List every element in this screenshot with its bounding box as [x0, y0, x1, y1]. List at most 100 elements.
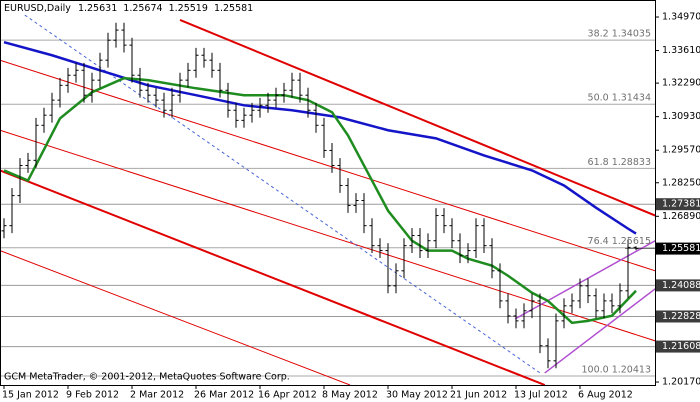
x-tick-label: 16 Apr 2012: [258, 390, 317, 401]
ohlc-bar: [9, 188, 15, 234]
trendline: [514, 240, 655, 320]
current-price-box: [656, 242, 700, 255]
ohlc-bar: [433, 208, 439, 249]
ohlc-bar: [369, 218, 375, 254]
trendline: [179, 19, 655, 217]
ohlc-bar: [497, 263, 503, 309]
ohlc-bar: [257, 97, 263, 118]
level-box: [656, 279, 700, 292]
ohlc-bar: [49, 92, 55, 123]
level-label: 1.22828: [662, 311, 700, 322]
y-tick-label: 1.20170: [662, 377, 700, 388]
ohlc-bar: [25, 152, 31, 173]
ohlc-bar: [121, 22, 127, 53]
y-tick-label: 1.28250: [662, 177, 700, 188]
fibo-label: 38.2 1.34035: [588, 29, 651, 40]
ohlc-bar: [1, 218, 7, 239]
ohlc-bar: [153, 87, 159, 108]
ohlc-bar: [273, 87, 279, 108]
ohlc-bar: [81, 62, 87, 103]
trendline: [0, 169, 546, 385]
ohlc-bar: [65, 67, 71, 93]
close-value: 1.25581: [214, 3, 253, 14]
plot-border: [0, 0, 656, 386]
x-tick-label: 6 Aug 2012: [578, 390, 633, 401]
copyright: GCM MetaTrader, © 2001-2012, MetaQuotes …: [4, 372, 290, 383]
x-tick-label: 26 Mar 2012: [194, 390, 254, 401]
ohlc-bar: [33, 117, 39, 168]
ohlc-bar: [553, 313, 559, 369]
current-price-label: 1.25581: [662, 243, 700, 254]
x-tick-label: 13 Jul 2012: [514, 390, 568, 401]
moving-average: [3, 76, 637, 325]
plot-area: [0, 14, 655, 385]
ohlc-bar: [393, 263, 399, 294]
trendline: [0, 250, 351, 385]
fibo-label: 100.0 1.20413: [581, 365, 651, 376]
level-label: 1.24088: [662, 280, 700, 291]
ohlc-bar: [241, 107, 247, 128]
ohlc-bar: [161, 92, 167, 118]
ohlc-bar: [225, 82, 231, 118]
ohlc-bar: [425, 233, 431, 258]
ohlc-bar: [353, 193, 359, 213]
ohlc-bar: [489, 238, 495, 279]
ohlc-bar: [401, 238, 407, 279]
ohlc-bar: [473, 218, 479, 258]
ohlc-bar: [193, 47, 199, 78]
ohlc-bar: [145, 82, 151, 103]
x-tick-label: 9 Feb 2012: [66, 390, 119, 401]
y-tick-label: 1.33610: [662, 45, 700, 56]
ohlc-bar: [585, 278, 591, 304]
ohlc-bar: [521, 303, 527, 329]
ohlc-bar: [57, 77, 63, 108]
ohlc-bar: [457, 233, 463, 264]
ohlc-bar: [233, 102, 239, 128]
ohlc-bar: [529, 293, 535, 319]
level-box: [656, 310, 700, 323]
ohlc-bar: [177, 72, 183, 103]
y-tick-label: 1.34970: [662, 12, 700, 23]
ohlc-bar: [113, 22, 119, 48]
ohlc-bar: [465, 243, 471, 264]
ohlc-bar: [377, 238, 383, 258]
trendline: [544, 288, 655, 374]
ohlc-bar: [361, 193, 367, 234]
ohlc-bar: [209, 52, 215, 78]
fibo-label: 50.0 1.31434: [588, 93, 651, 104]
ohlc-bar: [289, 72, 295, 98]
x-tick-label: 30 May 2012: [386, 390, 448, 401]
ohlc-bar: [593, 288, 599, 319]
ohlc-bar: [217, 62, 223, 98]
ohlc-bar: [409, 228, 415, 254]
level-box: [656, 198, 700, 211]
ohlc-bar: [17, 158, 23, 203]
symbol: EURUSD,Daily: [4, 3, 71, 14]
y-tick-label: 1.29570: [662, 145, 700, 156]
fibo-label: 61.8 1.28833: [588, 157, 651, 168]
fibo-label: 76.4 1.25615: [588, 236, 651, 247]
ohlc-bar: [41, 107, 47, 133]
y-tick-label: 1.32290: [662, 78, 700, 89]
ohlc-bar: [441, 208, 447, 234]
ohlc-bar: [137, 67, 143, 98]
ohlc-bar: [625, 239, 631, 299]
ohlc-bar: [329, 143, 335, 173]
ohlc-bar: [297, 72, 303, 103]
ohlc-bar: [569, 293, 575, 314]
ohlc-bar: [73, 62, 79, 83]
ohlc-bar: [545, 338, 551, 369]
ohlc-bar: [281, 82, 287, 103]
high-value: 1.25674: [123, 3, 162, 14]
ohlc-bar: [481, 218, 487, 254]
ohlc-bar: [185, 62, 191, 88]
x-tick-label: 8 May 2012: [322, 390, 378, 401]
ohlc-bar: [201, 47, 207, 68]
ohlc-bar: [537, 293, 543, 354]
trendline: [0, 129, 655, 342]
ohlc-bar: [561, 298, 567, 329]
ohlc-bar: [345, 178, 351, 213]
level-label: 1.21608: [662, 341, 700, 352]
